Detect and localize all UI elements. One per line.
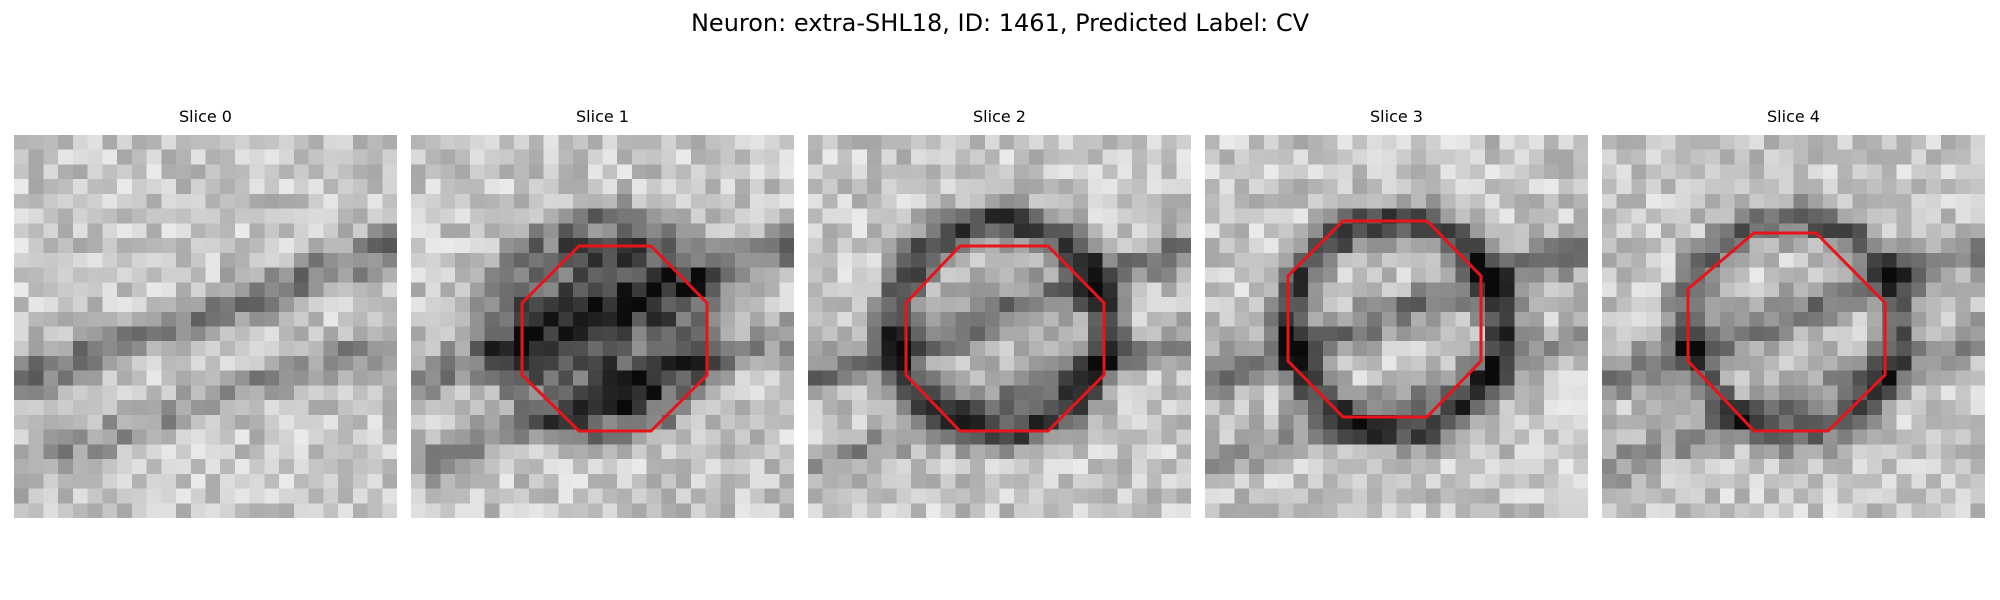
em-slice-canvas	[411, 135, 794, 518]
slice-title: Slice 3	[1370, 107, 1423, 126]
roi-octagon	[1686, 231, 1887, 433]
em-slice-canvas	[1205, 135, 1588, 518]
em-slice-canvas	[808, 135, 1191, 518]
slice-panel-4: Slice 4	[1602, 107, 1985, 518]
figure-title: Neuron: extra-SHL18, ID: 1461, Predicted…	[690, 9, 1310, 37]
roi-overlay	[520, 244, 709, 433]
roi-overlay	[904, 244, 1106, 433]
slice-image	[14, 135, 397, 518]
slice-title: Slice 2	[973, 107, 1026, 126]
slice-panel-0: Slice 0	[14, 107, 397, 518]
slice-image	[1205, 135, 1588, 518]
em-slice-canvas	[14, 135, 397, 518]
slice-title: Slice 0	[179, 107, 232, 126]
roi-octagon	[904, 244, 1106, 433]
roi-overlay	[1686, 231, 1887, 433]
slice-panel-2: Slice 2	[808, 107, 1191, 518]
slice-title: Slice 1	[576, 107, 629, 126]
slice-image	[411, 135, 794, 518]
roi-overlay	[1286, 219, 1483, 419]
slice-image	[808, 135, 1191, 518]
em-slice-canvas	[1602, 135, 1985, 518]
slice-panel-3: Slice 3	[1205, 107, 1588, 518]
slice-image	[1602, 135, 1985, 518]
slice-panel-1: Slice 1	[411, 107, 794, 518]
slice-title: Slice 4	[1767, 107, 1820, 126]
roi-octagon	[1286, 219, 1483, 419]
roi-octagon	[520, 244, 709, 433]
